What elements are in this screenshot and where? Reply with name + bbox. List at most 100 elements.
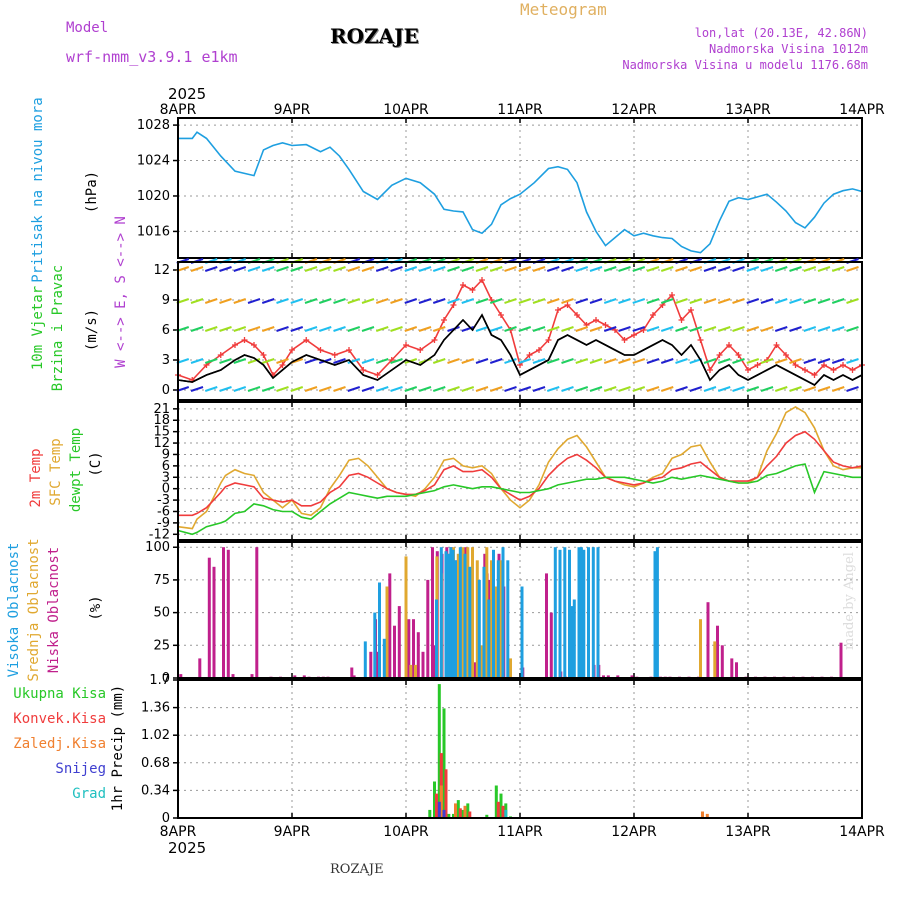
gust-point	[735, 352, 742, 358]
bar-hail	[504, 809, 508, 818]
bar-high_cloud	[579, 547, 583, 678]
wind-barb	[660, 358, 674, 364]
bar-mid_cloud	[499, 560, 503, 678]
wind-barb	[846, 326, 859, 332]
bar-low_cloud	[735, 662, 738, 678]
wind-barb	[817, 298, 831, 304]
wind-barb	[618, 298, 631, 304]
wind-barb	[290, 326, 304, 332]
ytick-label-temperature: -6	[157, 504, 170, 519]
bar-low_cloud	[407, 619, 411, 678]
wind-barb	[618, 266, 631, 272]
gust-point	[441, 317, 447, 323]
ylabel-dewpt: dewpt Temp	[68, 428, 84, 512]
gust-point	[745, 367, 751, 373]
gust-point	[593, 317, 599, 323]
wind-barb	[475, 298, 489, 304]
bar-low_cloud	[616, 675, 620, 678]
bar-low_cloud	[226, 549, 230, 678]
ytick-label-clouds: 75	[153, 573, 170, 588]
bar-mid_cloud	[713, 641, 717, 678]
wind-barb	[475, 358, 489, 364]
bar-freezing	[454, 803, 457, 818]
wind-barb	[333, 386, 346, 392]
bar-low_cloud	[412, 619, 415, 678]
xtick-label-top: 13APR	[725, 102, 771, 118]
bar-freezing	[705, 813, 709, 818]
wind-barb	[247, 266, 261, 272]
ylabel-wind: 10m Vjetar	[30, 286, 46, 370]
wind-barb	[732, 386, 745, 392]
bar-mid_cloud	[385, 586, 389, 678]
gust-point	[669, 292, 675, 298]
wind-barb	[219, 386, 232, 392]
ytick-label-temperature: -3	[157, 493, 170, 508]
series-line-wind_speed-top	[177, 313, 863, 386]
bar-low_cloud	[730, 658, 734, 678]
panel-frame-precip	[177, 679, 863, 819]
wind-barb	[304, 358, 318, 364]
wind-barb	[546, 326, 560, 332]
wind-barb	[204, 266, 218, 272]
bar-freezing	[463, 805, 467, 818]
model-label: Model	[66, 20, 109, 36]
wind-barb	[603, 298, 617, 304]
ytick-label-temperature: -12	[149, 527, 170, 542]
gust-point	[331, 352, 338, 358]
gust-point	[289, 347, 295, 353]
bar-high_cloud	[449, 547, 453, 678]
bar-high_cloud	[553, 547, 557, 678]
gust-point	[232, 342, 238, 348]
bar-high_cloud	[572, 599, 576, 678]
wind-barb	[489, 386, 503, 392]
wind-barb	[489, 266, 503, 272]
wind-barb	[447, 266, 460, 272]
wind-barb	[418, 326, 432, 332]
bar-low_cloud	[250, 674, 254, 678]
wind-barb	[717, 266, 731, 272]
bar-total_precip	[499, 793, 503, 818]
gust-point	[403, 342, 409, 348]
gust-point	[792, 362, 799, 368]
wind-barb	[247, 358, 261, 364]
wind-barb	[846, 266, 859, 272]
ytick-label-temperature: 18	[153, 413, 170, 428]
wind-barb	[589, 358, 603, 364]
precip-legend-item: Konvek.Kisa	[13, 711, 106, 727]
wind-barb	[703, 266, 717, 272]
gust-point	[773, 342, 780, 348]
xtick-label-top: 14APR	[839, 102, 885, 118]
gust-point	[241, 337, 248, 343]
bar-low_cloud	[839, 642, 843, 678]
gust-point	[303, 337, 310, 343]
wind-barb	[817, 326, 831, 332]
wind-barb	[589, 386, 603, 392]
bar-low_cloud	[369, 651, 373, 678]
bar-high_cloud	[463, 553, 467, 678]
ylabel-temp-unit: (C)	[88, 451, 104, 476]
elevation-label: Nadmorska Visina 1012m	[709, 42, 868, 56]
wind-barb	[347, 266, 361, 272]
ytick-label-precip: 0.68	[141, 756, 170, 771]
wind-barb	[831, 358, 845, 364]
wind-barb	[290, 298, 304, 304]
ylabel-mid-cloud: Srednja Oblacnost	[26, 538, 42, 681]
ytick-label-temperature: -9	[157, 516, 170, 531]
product-title: Meteogram	[520, 0, 607, 19]
wind-barb	[589, 326, 603, 332]
wind-barb	[675, 386, 688, 392]
wind-barb	[660, 326, 674, 332]
gust-point	[317, 347, 324, 353]
panel-pressure	[173, 117, 863, 259]
ytick-label-precip: 0.34	[141, 783, 170, 798]
wind-barb	[347, 326, 361, 332]
bar-high_cloud	[506, 560, 510, 678]
wind-barb	[518, 358, 532, 364]
wind-barb	[760, 298, 774, 304]
wind-barb	[318, 266, 332, 272]
wind-barb	[546, 386, 560, 392]
wind-barb	[361, 386, 375, 392]
wind-barb	[746, 298, 760, 304]
wind-barb	[803, 326, 817, 332]
ytick-label-wind: 6	[162, 323, 170, 338]
